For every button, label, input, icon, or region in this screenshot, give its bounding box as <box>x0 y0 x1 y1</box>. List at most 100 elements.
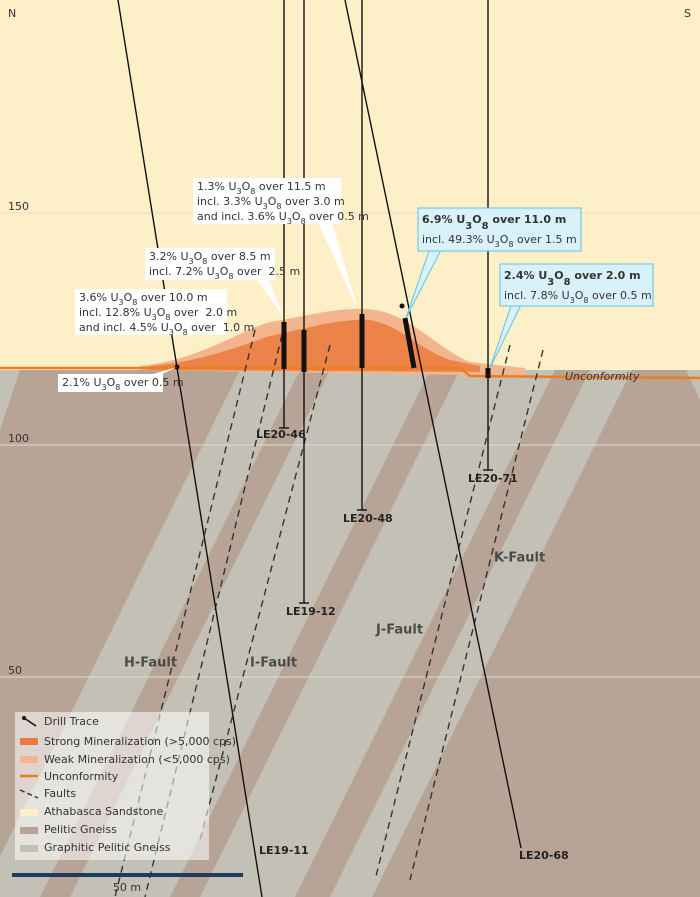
highlight-box <box>417 207 582 252</box>
annotation-text: O <box>124 291 133 304</box>
annotation-line: 2.1% U3O8 over 0.5 m <box>62 376 184 392</box>
annotation-text: 3 <box>169 328 174 337</box>
annotation-text: 8 <box>228 272 233 281</box>
annotation-text: 3 <box>263 202 268 211</box>
elevation-grid <box>0 212 700 678</box>
annotation-box <box>58 374 163 392</box>
annotation-text: incl. 49.3% U <box>422 233 495 246</box>
annotation-text: 8 <box>508 240 513 249</box>
annotation-box <box>193 178 341 224</box>
hole-label: LE20-68 <box>519 849 569 862</box>
annotation-text: 8 <box>482 221 489 232</box>
annotation-line: incl. 3.3% U3O8 over 3.0 m <box>197 195 345 211</box>
annotation-text: 3 <box>570 296 575 305</box>
legend-label: Athabasca Sandstone <box>44 805 164 818</box>
unconformity-line <box>0 366 700 380</box>
legend-box <box>15 712 209 860</box>
annotation-line: incl. 49.3% U3O8 over 1.5 m <box>422 233 577 249</box>
annotation-text: 8 <box>202 257 207 266</box>
legend-label: Graphitic Pelitic Gneiss <box>44 841 171 854</box>
annotation-text: 3 <box>465 221 472 232</box>
annotation-text: O <box>292 210 301 223</box>
annotation-text: over 2.0 m <box>571 269 641 282</box>
annotation-text: O <box>268 195 277 208</box>
legend-label: Faults <box>44 787 76 800</box>
fault-label: K-Fault <box>494 551 545 566</box>
annotation-text: O <box>157 306 166 319</box>
annotation-text: 8 <box>165 313 170 322</box>
annotation-text: 8 <box>250 187 255 196</box>
legend-label: Strong Mineralization (>5,000 cps) <box>44 735 236 748</box>
intercept-dot <box>399 303 405 309</box>
annotation-text: O <box>107 376 116 389</box>
annotation-text: 3 <box>237 187 242 196</box>
annotation-text: 2.1% U <box>62 376 102 389</box>
highlight-box <box>499 263 654 307</box>
annotation-text: 8 <box>183 328 188 337</box>
annotation-text: 3 <box>287 217 292 226</box>
annotation-line: incl. 7.2% U3O8 over 2.5 m <box>149 265 300 281</box>
annotation-line: 6.9% U3O8 over 11.0 m <box>422 213 566 232</box>
annotation-text: 3.2% U <box>149 250 189 263</box>
annotation-text: O <box>194 250 203 263</box>
annotation-line: incl. 12.8% U3O8 over 2.0 m <box>79 306 237 322</box>
compass-south: S <box>684 7 691 20</box>
callout-pointers <box>150 222 523 375</box>
annotation-text: 8 <box>583 296 588 305</box>
compass-north: N <box>8 7 16 20</box>
annotation-text: O <box>472 213 481 226</box>
annotation-line: and incl. 3.6% U3O8 over 0.5 m <box>197 210 369 226</box>
annotation-text: 3 <box>215 272 220 281</box>
annotation-text: 3 <box>152 313 157 322</box>
annotation-text: 1.3% U <box>197 180 237 193</box>
annotation-box <box>75 289 227 335</box>
annotation-text: incl. 12.8% U <box>79 306 152 319</box>
elevation-label: 100 <box>8 432 29 445</box>
annotation-text: 2.4% U <box>504 269 547 282</box>
annotation-text: 3 <box>495 240 500 249</box>
annotation-text: O <box>500 233 509 246</box>
legend-label: Weak Mineralization (<5,000 cps) <box>44 753 230 766</box>
annotation-text: over 1.0 m <box>188 321 255 334</box>
hole-label: LE20-71 <box>468 472 518 485</box>
annotation-text: over 8.5 m <box>207 250 270 263</box>
fault-label: I-Fault <box>250 656 297 671</box>
annotation-text: 6.9% U <box>422 213 465 226</box>
annotation-text: O <box>554 269 563 282</box>
annotation-text: O <box>220 265 229 278</box>
scale-label: 50 m <box>113 881 141 894</box>
annotation-text: 8 <box>132 298 137 307</box>
annotation-line: 3.2% U3O8 over 8.5 m <box>149 250 271 266</box>
annotation-line: 3.6% U3O8 over 10.0 m <box>79 291 208 307</box>
annotation-line: incl. 7.8% U3O8 over 0.5 m <box>504 289 652 305</box>
annotation-text: 3.6% U <box>79 291 119 304</box>
annotation-text: O <box>575 289 584 302</box>
annotation-text: 3 <box>189 257 194 266</box>
annotation-text: over 1.5 m <box>513 233 576 246</box>
annotation-text: 8 <box>276 202 281 211</box>
annotation-text: 3 <box>102 383 107 392</box>
legend-label: Pelitic Gneiss <box>44 823 117 836</box>
annotation-text: 8 <box>564 277 571 288</box>
legend-label: Drill Trace <box>44 715 99 728</box>
annotation-text: incl. 3.3% U <box>197 195 263 208</box>
annotation-line: 2.4% U3O8 over 2.0 m <box>504 269 641 288</box>
elevation-label: 50 <box>8 664 22 677</box>
annotation-text: over 0.5 m <box>588 289 651 302</box>
annotation-text: and incl. 4.5% U <box>79 321 169 334</box>
mineralized-intervals <box>281 314 491 378</box>
annotation-line: 1.3% U3O8 over 11.5 m <box>197 180 326 196</box>
annotation-text: O <box>174 321 183 334</box>
elevation-label: 150 <box>8 200 29 213</box>
annotation-text: and incl. 3.6% U <box>197 210 287 223</box>
hole-label: LE20-48 <box>343 512 393 525</box>
hole-label: LE19-11 <box>259 844 309 857</box>
annotation-text: over 10.0 m <box>137 291 207 304</box>
annotation-text: over 0.5 m <box>306 210 369 223</box>
annotation-text: O <box>242 180 251 193</box>
hole-label: LE19-12 <box>286 605 336 618</box>
strong-mineralization <box>150 319 480 372</box>
fault-label: J-Fault <box>375 623 423 638</box>
annotation-text: incl. 7.8% U <box>504 289 570 302</box>
